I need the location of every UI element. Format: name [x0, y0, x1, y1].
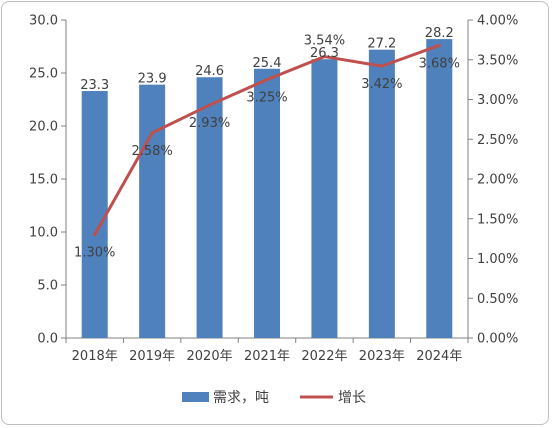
y-left-tick-label: 15.0 [29, 173, 58, 188]
line-point [208, 103, 212, 107]
bar [311, 59, 338, 338]
bar [139, 84, 166, 338]
bar-data-label: 27.2 [367, 37, 396, 52]
y-left-tick-label: 5.0 [37, 279, 58, 294]
legend-bar-swatch [182, 392, 209, 402]
y-left-tick-label: 25.0 [29, 67, 58, 82]
line-point [265, 78, 269, 82]
x-tick-label: 2023年 [359, 349, 405, 364]
x-tick-label: 2022年 [301, 349, 347, 364]
x-tick-label: 2021年 [244, 349, 290, 364]
y-right-tick-label: 1.00% [477, 252, 518, 267]
bar [254, 68, 280, 338]
y-left-tick-label: 20.0 [29, 120, 58, 135]
x-tick-label: 2024年 [416, 349, 462, 364]
y-left-tick-label: 0.0 [37, 332, 58, 347]
line-point [322, 55, 326, 59]
line-data-label: 3.68% [419, 56, 460, 71]
line-data-label: 3.54% [304, 34, 345, 49]
line-point [93, 233, 97, 237]
y-right-tick-label: 0.50% [477, 292, 518, 307]
y-left-tick-label: 10.0 [29, 226, 58, 241]
y-right-tick-label: 3.50% [477, 53, 518, 68]
bar-data-label: 24.6 [195, 64, 224, 79]
x-tick-label: 2018年 [72, 349, 118, 364]
line-data-label: 1.30% [74, 246, 115, 261]
bar [196, 77, 223, 339]
y-right-tick-label: 2.50% [477, 133, 518, 148]
bar [81, 91, 108, 339]
y-right-tick-label: 4.00% [477, 14, 518, 29]
y-right-tick-label: 2.00% [477, 173, 518, 188]
x-tick-label: 2020年 [187, 349, 233, 364]
line-data-label: 3.42% [361, 77, 402, 92]
bar-data-label: 25.4 [253, 56, 282, 71]
y-left-tick-label: 30.0 [29, 14, 58, 29]
line-data-label: 3.25% [246, 91, 287, 106]
legend-line-label: 增长 [338, 390, 366, 406]
bar-data-label: 26.3 [310, 46, 339, 61]
line-point [150, 131, 154, 135]
bar-data-label: 23.9 [138, 72, 167, 87]
line-point [437, 43, 441, 47]
line-data-label: 2.93% [189, 116, 230, 131]
bar [368, 49, 395, 339]
bar [426, 39, 453, 338]
y-right-tick-label: 1.50% [477, 212, 518, 227]
bar-data-label: 23.3 [80, 78, 109, 93]
y-right-tick-label: 3.00% [477, 93, 518, 108]
x-tick-label: 2019年 [129, 349, 175, 364]
legend-bar-label: 需求，吨 [213, 390, 269, 406]
bar-data-label: 28.2 [425, 26, 454, 41]
line-point [380, 64, 384, 68]
line-data-label: 2.58% [131, 144, 172, 159]
y-right-tick-label: 0.00% [477, 332, 518, 347]
